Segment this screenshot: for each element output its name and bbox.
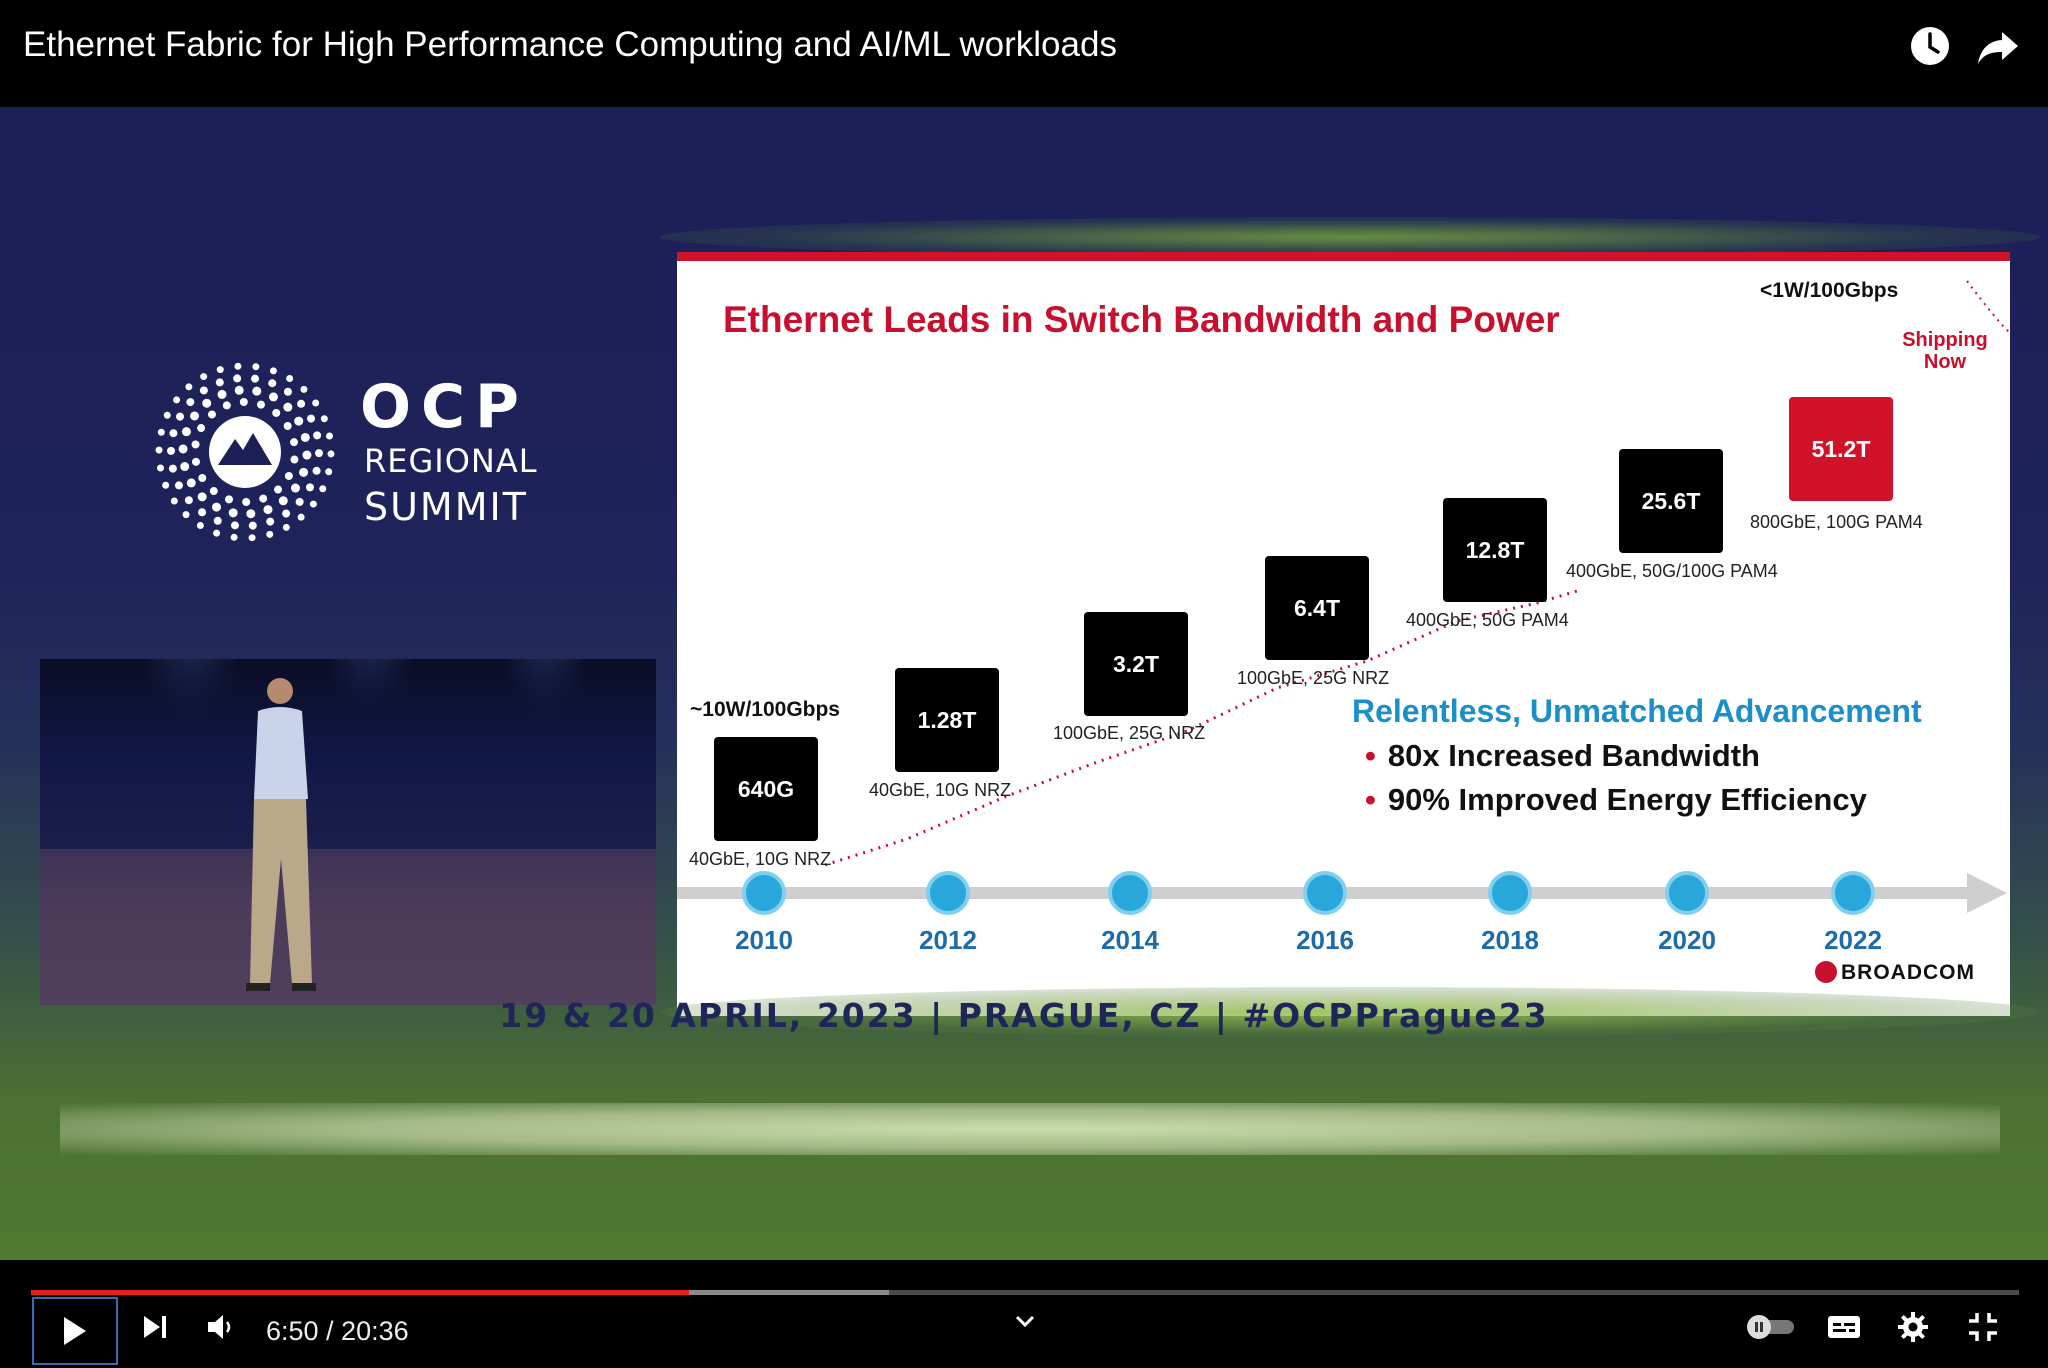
ocp-wordmark: OCP <box>360 372 530 442</box>
year-label: 2012 <box>919 925 977 955</box>
event-banner-text: 19 & 20 APRIL, 2023 | PRAGUE, CZ | #OCPP… <box>499 996 1549 1035</box>
progress-played <box>31 1290 689 1295</box>
ocp-summit-text: SUMMIT <box>364 485 528 529</box>
video-title-bar: Ethernet Fabric for High Performance Com… <box>0 0 2048 107</box>
subtitles-button[interactable] <box>1826 1312 1862 1347</box>
stage-glow-top <box>660 217 2040 257</box>
captions-icon <box>1828 1316 1860 1338</box>
power-start-label: ~10W/100Gbps <box>690 698 840 721</box>
play-button[interactable] <box>32 1297 118 1365</box>
advancement-item: • 90% Improved Energy Efficiency <box>1365 782 1867 817</box>
volume-icon <box>208 1315 231 1339</box>
chip-3-2t-spec: 100GbE, 25G NRZ <box>1053 723 1206 743</box>
next-button[interactable] <box>138 1310 172 1349</box>
year-label: 2016 <box>1296 925 1354 955</box>
chip-25-6t: 25.6T <box>1619 449 1723 553</box>
settings-button[interactable] <box>1896 1310 1930 1349</box>
chevron-down-icon <box>1015 1315 1035 1328</box>
power-end-label: <1W/100Gbps <box>1760 279 1899 302</box>
year-label: 2018 <box>1481 925 1539 955</box>
chip-6-4t-spec: 100GbE, 25G NRZ <box>1237 668 1390 688</box>
chip-51-2t: 51.2T <box>1789 397 1893 501</box>
speaker-video-inset <box>40 659 656 1005</box>
share-icon[interactable] <box>1976 24 2020 68</box>
chip-12-8t-spec: 400GbE, 50G PAM4 <box>1406 610 1569 630</box>
year-label: 2022 <box>1824 925 1882 955</box>
chip-1-28t-spec: 40GbE, 10G NRZ <box>869 780 1012 800</box>
event-banner <box>60 1103 2000 1155</box>
video-frame[interactable]: OCP REGIONAL SUMMIT Ethernet Leads in Sw… <box>0 107 2048 1260</box>
chip-6-4t: 6.4T <box>1265 556 1369 660</box>
chip-51-2t-spec: 800GbE, 100G PAM4 <box>1750 512 1923 532</box>
play-icon <box>64 1317 86 1345</box>
chip-3-2t: 3.2T <box>1084 612 1188 716</box>
watch-later-icon[interactable] <box>1908 24 1952 68</box>
presentation-slide: Ethernet Leads in Switch Bandwidth and P… <box>677 252 2010 1016</box>
broadcom-logo: BROADCOM <box>1815 961 1975 985</box>
year-label: 2014 <box>1101 925 1159 955</box>
chip-640g: 640G <box>714 737 818 841</box>
chip-25-6t-spec: 400GbE, 50G/100G PAM4 <box>1566 561 1778 581</box>
shipping-now-label: Shipping Now <box>1902 329 1988 373</box>
skip-next-icon <box>144 1316 166 1338</box>
ocp-regional-text: REGIONAL <box>364 442 538 480</box>
autoplay-toggle[interactable] <box>1744 1314 1798 1345</box>
chip-1-28t: 1.28T <box>895 668 999 772</box>
advancement-title: Relentless, Unmatched Advancement <box>1352 693 1922 729</box>
ocp-logo <box>150 357 340 547</box>
video-title[interactable]: Ethernet Fabric for High Performance Com… <box>23 25 1117 64</box>
exit-fullscreen-button[interactable] <box>1966 1310 2000 1349</box>
player-controls: 6:50 / 20:36 <box>0 1260 2048 1365</box>
autoplay-icon <box>1747 1315 1794 1339</box>
stage-glow-bottom <box>660 987 2040 1037</box>
volume-button[interactable] <box>204 1310 238 1349</box>
advancement-item: • 80x Increased Bandwidth <box>1365 738 1760 773</box>
year-label: 2020 <box>1658 925 1716 955</box>
timeline-graphic <box>677 280 2010 915</box>
chip-12-8t: 12.8T <box>1443 498 1547 602</box>
slide-title: Ethernet Leads in Switch Bandwidth and P… <box>723 299 1560 340</box>
progress-bar[interactable] <box>31 1290 2019 1295</box>
gear-icon <box>1898 1312 1928 1342</box>
chapter-dropdown[interactable] <box>1012 1310 1038 1337</box>
time-display: 6:50 / 20:36 <box>266 1316 409 1346</box>
year-label: 2010 <box>735 925 793 955</box>
broadcom-icon <box>1815 961 1837 983</box>
chip-640g-spec: 40GbE, 10G NRZ <box>689 849 832 869</box>
exit-fullscreen-icon <box>1969 1313 1997 1341</box>
